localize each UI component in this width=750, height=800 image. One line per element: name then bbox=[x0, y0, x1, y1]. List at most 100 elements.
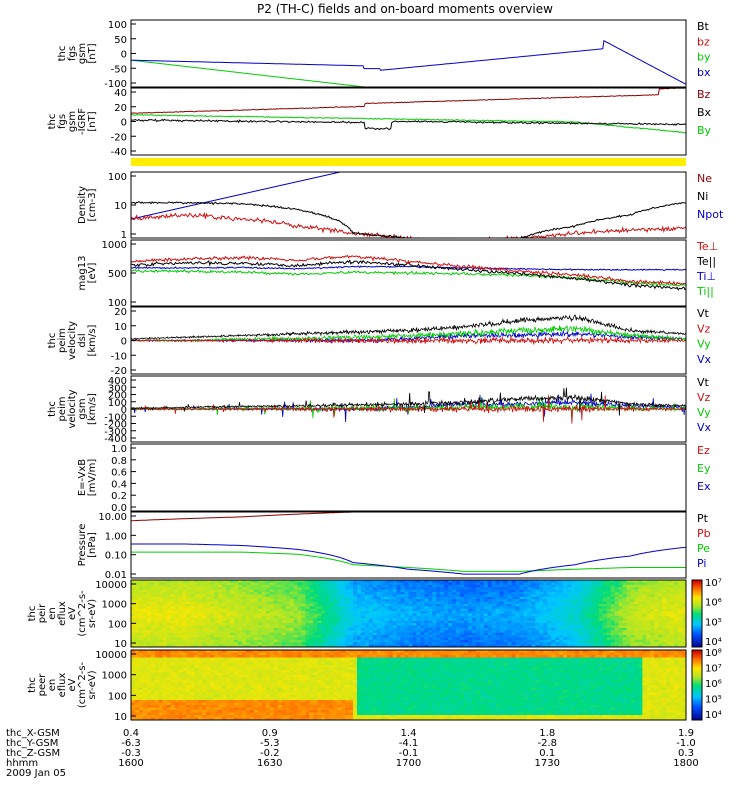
spectrogram-cell bbox=[602, 623, 608, 626]
spectrogram-cell bbox=[134, 620, 140, 624]
spectrogram-cell bbox=[285, 642, 291, 646]
spectrogram-cell bbox=[475, 630, 481, 634]
spectrogram-cell bbox=[666, 637, 671, 641]
spectrogram-cell bbox=[384, 608, 390, 612]
spectrogram-cell bbox=[503, 627, 509, 631]
spectrogram-cell bbox=[392, 589, 398, 593]
spectrogram-cell bbox=[452, 603, 457, 607]
colorbar-segment bbox=[692, 631, 702, 635]
spectrogram-cell bbox=[475, 603, 481, 607]
spectrogram-cell bbox=[238, 599, 243, 603]
spectrogram-cell bbox=[634, 580, 639, 583]
spectrogram-cell bbox=[131, 690, 136, 693]
spectrogram-cell bbox=[269, 639, 275, 643]
spectrogram-cell bbox=[594, 623, 600, 626]
spectrogram-cell bbox=[626, 625, 631, 629]
spectrogram-cell bbox=[234, 642, 239, 646]
spectrogram-cell bbox=[666, 632, 671, 636]
spectrogram-cell bbox=[265, 591, 271, 595]
spectrogram-cell bbox=[575, 606, 580, 610]
spectrogram-cell bbox=[146, 712, 152, 716]
spectrogram-cell bbox=[238, 644, 243, 647]
spectrogram-cell bbox=[194, 715, 199, 718]
spectrogram-cell bbox=[531, 591, 536, 595]
spectrogram-cell bbox=[380, 625, 386, 629]
spectrogram-cell bbox=[400, 580, 406, 583]
spectrogram-cell bbox=[190, 635, 195, 638]
spectrogram-cell bbox=[285, 594, 291, 598]
spectrogram-cell bbox=[198, 687, 203, 691]
spectrogram-cell bbox=[364, 599, 370, 603]
spectrogram-cell bbox=[238, 655, 243, 658]
spectrogram-cell bbox=[154, 662, 160, 666]
spectrogram-cell bbox=[285, 618, 291, 622]
spectrogram-cell bbox=[404, 587, 409, 591]
spectrogram-cell bbox=[202, 685, 207, 688]
spectrogram-cell bbox=[253, 606, 259, 610]
spectrogram-cell bbox=[158, 697, 164, 701]
spectrogram-cell bbox=[658, 639, 663, 643]
spectrogram-cell bbox=[360, 625, 366, 629]
spectrogram-cell bbox=[150, 682, 156, 686]
spectrogram-cell bbox=[174, 642, 180, 646]
spectrogram-cell bbox=[150, 717, 156, 720]
spectrogram-cell bbox=[166, 672, 172, 676]
spectrogram-cell bbox=[190, 712, 195, 716]
panel-frame-p7 bbox=[130, 443, 687, 512]
spectrogram-cell bbox=[190, 652, 195, 656]
spectrogram-cell bbox=[440, 596, 445, 600]
y-axis-label-line: thc bbox=[47, 333, 58, 349]
colorbar-segment bbox=[692, 635, 702, 638]
spectrogram-cell bbox=[349, 582, 354, 586]
spectrogram-cell bbox=[150, 608, 156, 612]
spectrogram-cell bbox=[277, 584, 283, 588]
spectrogram-cell bbox=[475, 591, 481, 595]
spectrogram-cell bbox=[638, 630, 643, 634]
plot-area-p2 bbox=[131, 88, 686, 134]
colorbar-segment bbox=[692, 593, 702, 596]
spectrogram-cell bbox=[245, 620, 251, 624]
spectrogram-cell bbox=[249, 644, 255, 647]
spectrogram-cell bbox=[146, 635, 152, 638]
spectrogram-cell bbox=[380, 613, 386, 617]
spectrogram-cell bbox=[138, 695, 144, 698]
spectrogram-cell bbox=[682, 587, 686, 591]
spectrogram-cell bbox=[218, 630, 223, 634]
spectrogram-cell bbox=[194, 591, 199, 595]
spectrogram-cell bbox=[372, 601, 378, 605]
spectrogram-cell bbox=[404, 625, 409, 629]
spectrogram-cell bbox=[285, 644, 291, 647]
spectrogram-cell bbox=[356, 599, 362, 603]
spectrogram-cell bbox=[353, 608, 358, 612]
spectrogram-cell bbox=[202, 665, 207, 668]
spectrogram-cell bbox=[150, 675, 156, 678]
spectrogram-cell bbox=[479, 637, 485, 641]
spectrogram-cell bbox=[582, 613, 588, 617]
spectrogram-cell bbox=[531, 615, 536, 619]
spectrogram-cell bbox=[682, 608, 686, 612]
spectrogram-cell bbox=[551, 589, 556, 593]
spectrogram-cell bbox=[444, 603, 449, 607]
spectrogram-cell bbox=[158, 642, 164, 646]
spectrogram-cell bbox=[178, 697, 184, 701]
spectrogram-cell bbox=[242, 644, 247, 647]
spectrogram-cell bbox=[150, 680, 156, 683]
spectrogram-cell bbox=[261, 599, 267, 603]
spectrogram-cell bbox=[380, 599, 386, 603]
spectrogram-cell bbox=[380, 603, 386, 607]
spectrogram-cell bbox=[313, 639, 318, 643]
spectrogram-cell bbox=[642, 639, 647, 643]
spectrogram-cell bbox=[257, 627, 263, 631]
spectrogram-cell bbox=[202, 692, 207, 696]
spectrogram-cell bbox=[380, 639, 386, 643]
spectrogram-cell bbox=[483, 611, 489, 614]
spectrogram-cell bbox=[269, 601, 275, 605]
spectrogram-cell bbox=[349, 599, 354, 603]
spectrogram-cell bbox=[602, 606, 608, 610]
spectrogram-cell bbox=[301, 618, 306, 622]
spectrogram-cell bbox=[364, 608, 370, 612]
spectrogram-cell bbox=[222, 667, 227, 671]
spectrogram-cell bbox=[261, 618, 267, 622]
spectrogram-cell bbox=[539, 584, 544, 588]
spectrogram-cell bbox=[578, 608, 584, 612]
